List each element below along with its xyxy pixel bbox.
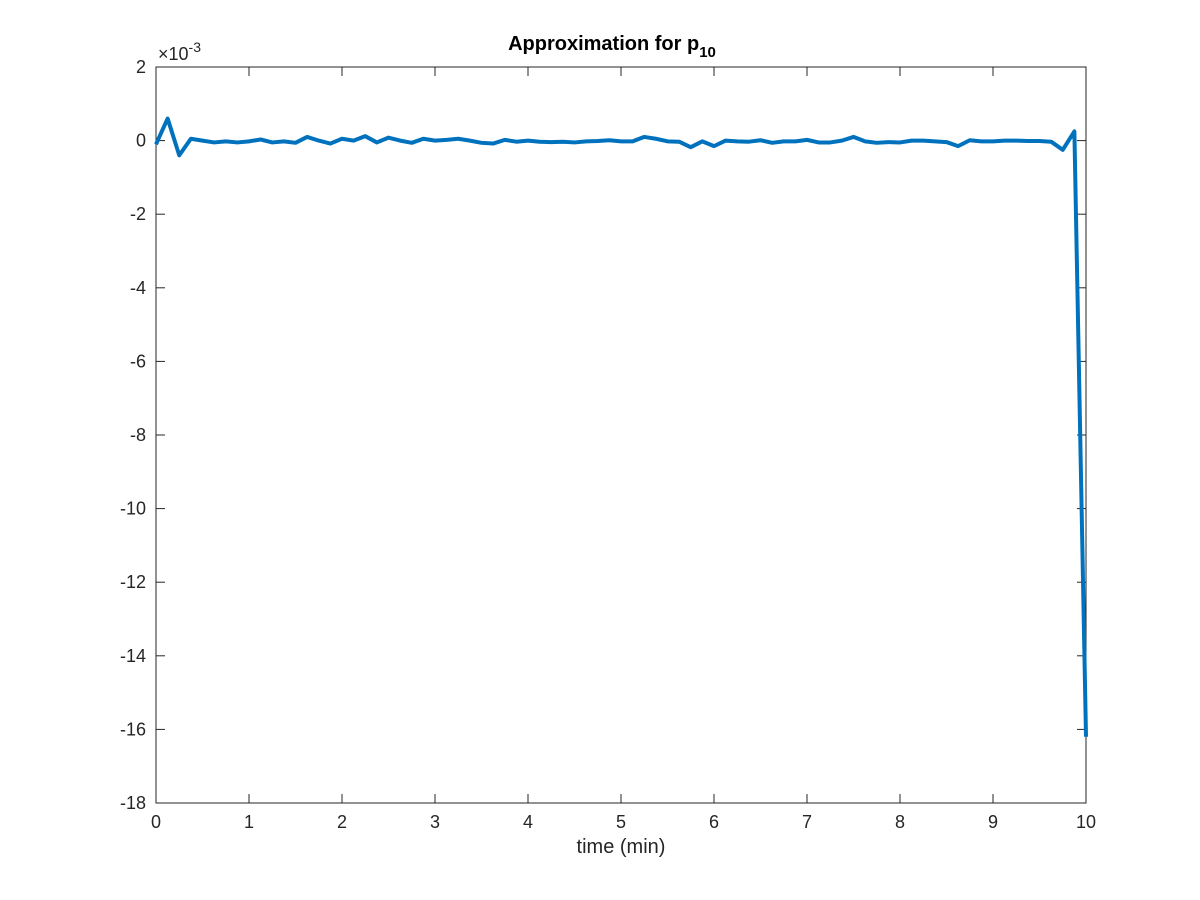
y-tick-label: 2 <box>136 57 146 77</box>
y-axis-exponent: -3 <box>189 39 202 55</box>
x-tick-label: 2 <box>337 812 347 832</box>
plot-area <box>155 66 1087 804</box>
series-group <box>154 116 1088 737</box>
x-tick-label: 0 <box>151 812 161 832</box>
y-tick-label: -6 <box>130 351 146 371</box>
y-tick-label: -2 <box>130 204 146 224</box>
x-tick-label: 4 <box>523 812 533 832</box>
x-tick-label: 1 <box>244 812 254 832</box>
y-axis-exponent-label: ×10-3 <box>158 39 201 64</box>
x-tick-label: 10 <box>1076 812 1096 832</box>
y-tick-label: -18 <box>120 793 146 813</box>
y-tick-label: -10 <box>120 499 146 519</box>
x-tick-label: 9 <box>988 812 998 832</box>
y-tick-label: -8 <box>130 425 146 445</box>
x-axis-ticks: 0 1 2 3 4 5 6 7 8 9 10 <box>151 67 1096 832</box>
x-tick-label: 3 <box>430 812 440 832</box>
chart-title-subscript: 10 <box>699 44 716 61</box>
y-tick-label: -4 <box>130 278 146 298</box>
y-tick-label: -16 <box>120 719 146 739</box>
y-tick-label: -14 <box>120 646 146 666</box>
y-tick-label: 0 <box>136 131 146 151</box>
y-tick-label: -12 <box>120 572 146 592</box>
x-tick-label: 8 <box>895 812 905 832</box>
x-tick-label: 7 <box>802 812 812 832</box>
chart-title: Approximation for p10 <box>508 33 716 61</box>
x-tick-label: 6 <box>709 812 719 832</box>
x-tick-label: 5 <box>616 812 626 832</box>
x-axis-title: time (min) <box>577 836 666 858</box>
y-axis-ticks: 2 0 -2 -4 -6 -8 -10 -12 -14 -16 -18 <box>120 57 1086 813</box>
series-line <box>154 116 1088 737</box>
